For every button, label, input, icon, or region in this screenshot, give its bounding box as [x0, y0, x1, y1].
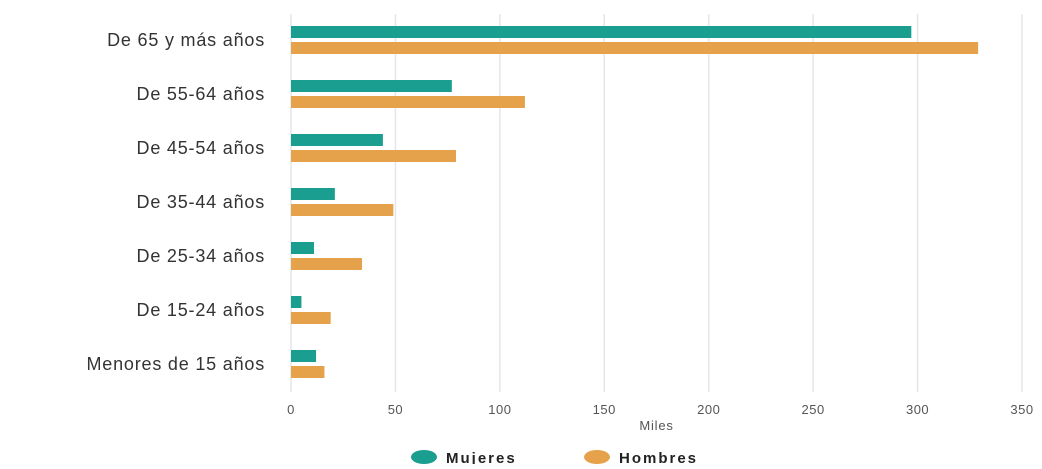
category-label: De 25-34 años [137, 246, 265, 266]
bar-hombres [291, 312, 331, 324]
bar-hombres [291, 42, 979, 54]
bar-mujeres [291, 242, 314, 254]
bars-layer [291, 26, 979, 378]
category-labels: De 65 y más años De 55-64 años De 45-54 añ… [86, 30, 265, 374]
category-label: De 65 y más años [107, 30, 265, 50]
x-axis-title: Miles [639, 418, 673, 433]
x-tick-label: 100 [488, 402, 511, 417]
legend: Mujeres Hombres [411, 450, 698, 467]
bar-hombres [291, 204, 394, 216]
x-tick-label: 250 [802, 402, 825, 417]
bar-hombres [291, 366, 325, 378]
x-tick-label: 0 [287, 402, 295, 417]
legend-label-mujeres: Mujeres [446, 450, 517, 464]
x-tick-label: 300 [906, 402, 929, 417]
bar-mujeres [291, 26, 912, 38]
x-tick-label: 150 [593, 402, 616, 417]
bar-mujeres [291, 296, 302, 308]
x-tick-label: 350 [1010, 402, 1033, 417]
category-label: De 35-44 años [137, 192, 265, 212]
category-label: De 55-64 años [137, 84, 265, 104]
bar-mujeres [291, 188, 335, 200]
category-label: De 15-24 años [137, 300, 265, 320]
bar-mujeres [291, 134, 383, 146]
bar-mujeres [291, 350, 317, 362]
grid-layer [290, 14, 1023, 392]
bar-hombres [291, 258, 363, 270]
legend-marker-mujeres [411, 450, 437, 464]
legend-label-hombres: Hombres [619, 450, 698, 464]
x-tick-label: 50 [388, 402, 403, 417]
x-tick-label: 200 [697, 402, 720, 417]
x-tick-labels: 0 50 100 150 200 250 300 350 [287, 402, 1033, 417]
legend-marker-hombres [584, 450, 610, 464]
bar-hombres [291, 150, 456, 162]
category-label: De 45-54 años [137, 138, 265, 158]
category-label: Menores de 15 años [86, 354, 265, 374]
bar-mujeres [291, 80, 452, 92]
bar-hombres [291, 96, 525, 108]
